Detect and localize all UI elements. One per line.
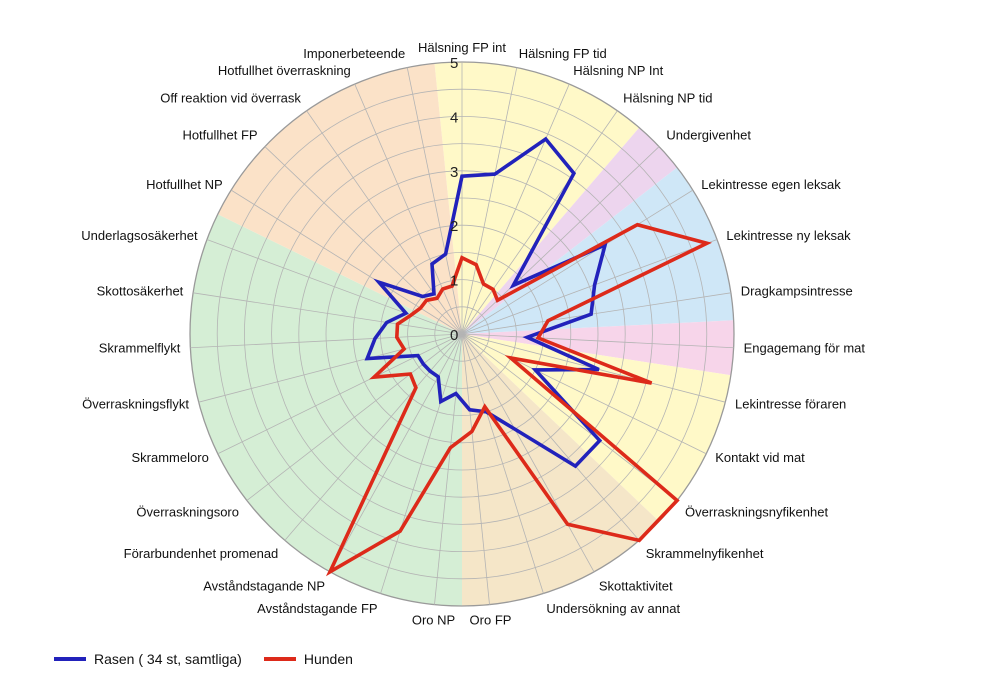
spoke-24 (193, 292, 463, 335)
category-label-5: Lekintresse egen leksak (701, 177, 841, 192)
legend-label-rasen: Rasen ( 34 st, samtliga) (94, 651, 242, 667)
category-label-24: Skottosäkerhet (97, 283, 184, 298)
spoke-6 (461, 239, 718, 335)
legend: Rasen ( 34 st, samtliga) Hunden (54, 647, 375, 671)
category-label-6: Lekintresse ny leksak (726, 228, 851, 243)
legend-swatch-hunden (263, 657, 296, 661)
tick-label-4: 4 (450, 109, 458, 126)
spoke-15 (461, 333, 490, 605)
legend-item-rasen: Rasen ( 34 st, samtliga) (54, 651, 242, 667)
category-label-27: Hotfullhet FP (182, 128, 257, 143)
sector-6 (190, 214, 462, 607)
category-label-12: Skrammelnyfikenhet (646, 546, 764, 561)
series-line-0 (364, 136, 608, 469)
category-label-17: Avståndstagande FP (257, 601, 377, 616)
category-label-29: Hotfullhet överraskning (218, 63, 351, 78)
tick-label-2: 2 (450, 218, 458, 235)
category-label-15: Oro FP (470, 613, 512, 628)
spoke-16 (434, 333, 463, 605)
category-label-1: Hälsning FP tid (519, 46, 607, 61)
legend-item-hunden: Hunden (263, 651, 353, 667)
spoke-19 (284, 333, 463, 541)
tick-label-0: 0 (450, 327, 458, 344)
category-label-19: Förarbundenhet promenad (124, 546, 279, 561)
category-label-8: Engagemang för mat (744, 340, 866, 355)
sector-2 (462, 167, 734, 334)
spoke-14 (461, 333, 544, 594)
radar-grid (189, 61, 735, 607)
spoke-27 (264, 146, 463, 335)
category-label-0: Hälsning FP int (418, 40, 506, 55)
legend-swatch-rasen (54, 657, 86, 661)
category-label-25: Underlagsosäkerhet (81, 228, 198, 243)
radial-tick-labels: 0 1 2 3 4 5 (450, 55, 458, 344)
spoke-11 (461, 333, 678, 501)
tick-label-5: 5 (450, 55, 458, 72)
category-labels: Hälsning FP int Hälsning FP tid Hälsning N… (81, 40, 865, 628)
spoke-18 (329, 333, 463, 573)
spoke-23 (190, 333, 463, 349)
category-label-22: Överraskningsflykt (82, 397, 189, 412)
sector-0 (434, 61, 640, 334)
spoke-26 (230, 189, 463, 335)
category-label-3: Hälsning NP tid (623, 91, 712, 106)
spoke-10 (461, 333, 707, 455)
category-label-21: Skrammeloro (132, 450, 209, 465)
spoke-21 (217, 333, 463, 455)
spoke-20 (246, 333, 463, 501)
spoke-3 (461, 110, 618, 335)
spoke-2 (461, 83, 570, 335)
data-series (325, 136, 713, 577)
category-label-23: Skrammelflykt (99, 340, 181, 355)
category-label-2: Hälsning NP Int (573, 63, 663, 78)
spoke-1 (461, 67, 518, 335)
tick-label-1: 1 (450, 273, 458, 290)
tick-label-3: 3 (450, 164, 458, 181)
category-label-18: Avståndstagande NP (203, 579, 325, 594)
sector-5 (462, 334, 660, 606)
spoke-5 (461, 189, 694, 335)
category-label-7: Dragkampsintresse (741, 283, 853, 298)
category-label-28: Off reaktion vid överrask (160, 91, 301, 106)
spoke-30 (406, 67, 463, 335)
spoke-17 (380, 333, 463, 594)
series-line-1 (325, 222, 713, 577)
category-label-9: Lekintresse föraren (735, 397, 846, 412)
category-label-14: Undersökning av annat (546, 601, 680, 616)
sector-3 (462, 320, 734, 376)
category-label-20: Överraskningsoro (136, 505, 239, 520)
category-label-4: Undergivenhet (666, 128, 751, 143)
spoke-12 (461, 333, 640, 541)
spoke-22 (198, 333, 463, 403)
legend-label-hunden: Hunden (303, 651, 353, 667)
spoke-4 (461, 146, 660, 335)
category-label-30: Imponerbeteende (303, 46, 405, 61)
category-label-16: Oro NP (412, 613, 455, 628)
spoke-8 (461, 333, 734, 349)
sector-7 (217, 63, 462, 335)
spoke-25 (206, 239, 463, 335)
category-label-10: Kontakt vid mat (715, 450, 805, 465)
category-label-13: Skottaktivitet (599, 579, 673, 594)
category-label-11: Överraskningsnyfikenhet (685, 505, 828, 520)
category-label-26: Hotfullhet NP (146, 177, 223, 192)
spoke-7 (461, 292, 731, 335)
spoke-29 (354, 83, 463, 335)
spoke-13 (461, 333, 595, 573)
